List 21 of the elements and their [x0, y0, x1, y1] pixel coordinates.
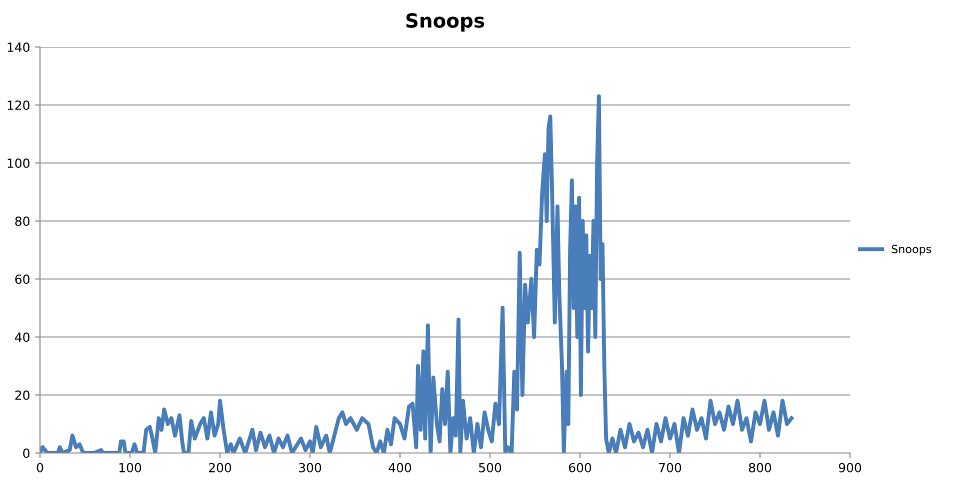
x-tick-label: 500 — [479, 462, 502, 472]
x-tick-label: 800 — [748, 462, 772, 472]
y-tick-label: 0 — [23, 448, 30, 458]
y-tick-label: 100 — [8, 158, 30, 168]
y-tick-label: 140 — [8, 42, 30, 52]
chart-title: Snoops — [406, 13, 484, 32]
y-tick-label: 120 — [8, 100, 30, 110]
line-series — [40, 94, 794, 453]
x-tick-label: 900 — [838, 462, 862, 472]
legend-label: Snoops — [892, 244, 932, 256]
x-tick-label: 400 — [388, 462, 412, 472]
y-tick-label: 20 — [15, 390, 30, 400]
y-tick-label: 80 — [15, 216, 30, 226]
x-tick-label: 100 — [119, 462, 142, 472]
x-tick-label: 600 — [568, 462, 592, 472]
x-tick-label: 700 — [659, 462, 682, 472]
x-tick-label: 200 — [208, 462, 232, 472]
x-tick-label: 0 — [36, 462, 44, 472]
y-tick-label: 40 — [14, 332, 30, 342]
y-tick-label: 60 — [15, 274, 30, 284]
x-tick-label: 300 — [299, 462, 322, 472]
